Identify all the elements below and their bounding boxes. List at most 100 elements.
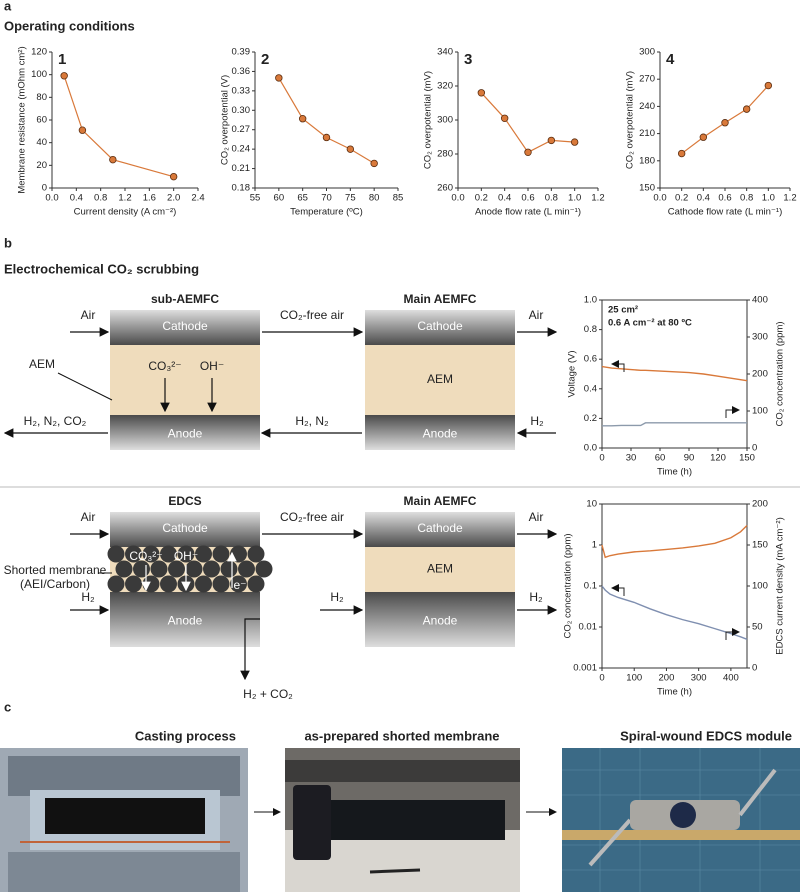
x-tick-label: 0.8: [94, 193, 107, 204]
y2-tick-label: 0: [752, 443, 757, 454]
membrane-label: AEM: [29, 357, 55, 371]
cell-title: EDCS: [168, 494, 201, 508]
carbon-particle: [185, 560, 203, 578]
membrane: [365, 547, 515, 592]
x-tick-label: 1.0: [762, 193, 775, 204]
data-point: [500, 114, 509, 122]
anode-label: Anode: [423, 427, 458, 441]
membrane-label: (AEI/Carbon): [20, 577, 90, 591]
x-axis-label: Anode flow rate (L min⁻¹): [475, 207, 581, 218]
anode-label: Anode: [168, 427, 203, 441]
y-tick-label: 300: [437, 115, 453, 126]
panel-letter: c: [4, 699, 11, 714]
ion-label: CO₃²⁻: [148, 359, 181, 373]
flow-label: H₂ + CO₂: [243, 687, 293, 701]
carbon-particle: [203, 560, 220, 578]
flow-label: Air: [81, 510, 96, 524]
data-point: [78, 126, 87, 134]
carbon-particle: [125, 575, 142, 593]
carbon-particle: [115, 560, 133, 578]
x-tick-label: 400: [723, 673, 739, 684]
y-tick-label: 0.4: [584, 383, 597, 394]
y-tick-label: 150: [639, 183, 655, 194]
y2-tick-label: 300: [752, 332, 768, 343]
panel-letter: a: [4, 0, 12, 13]
ion-label: e⁻: [233, 578, 246, 592]
x-tick-label: 120: [710, 453, 726, 464]
y-tick-label: 20: [36, 160, 47, 171]
flow-label: H₂: [81, 590, 95, 604]
exhaust-line: [240, 618, 260, 681]
cathode-label: Cathode: [417, 521, 463, 535]
x-axis-label: Time (h): [657, 467, 692, 478]
x-tick-label: 2.4: [191, 193, 204, 204]
x-tick-label: 30: [626, 453, 637, 464]
carbon-particle: [107, 575, 125, 593]
y-tick-label: 300: [639, 47, 655, 58]
y-tick-label: 0.01: [579, 622, 598, 633]
x-tick-label: 75: [345, 193, 356, 204]
x-tick-label: 0.0: [45, 193, 58, 204]
panel-title: Electrochemical CO₂ scrubbing: [4, 261, 199, 276]
leader: [57, 372, 113, 401]
carbon-particle: [212, 545, 230, 563]
y-tick-label: 0.6: [584, 354, 597, 365]
y-tick-label: 0.21: [232, 163, 251, 174]
y-tick-label: 10: [586, 499, 597, 510]
flow-label: H₂, N₂, CO₂: [24, 414, 87, 428]
y-tick-label: 60: [36, 115, 47, 126]
x-tick-label: 300: [691, 673, 707, 684]
ion-label: OH⁻: [174, 549, 198, 563]
flow-label: CO₂-free air: [280, 510, 344, 524]
y-tick-label: 1.0: [584, 295, 597, 306]
anode: [365, 415, 515, 450]
x-tick-label: 1.0: [568, 193, 581, 204]
x-tick-label: 0: [599, 453, 604, 464]
x-tick-label: 0: [599, 673, 604, 684]
y-tick-label: 0.8: [584, 324, 597, 335]
data-point: [346, 145, 355, 153]
data-point: [169, 172, 178, 181]
y-tick-label: 0.39: [232, 47, 251, 58]
y2-tick-label: 150: [752, 540, 768, 551]
y-axis-label: Voltage (V): [567, 351, 578, 398]
anode-label: Anode: [168, 614, 203, 628]
y2-tick-label: 50: [752, 622, 763, 633]
cell-title: Main AEMFC: [404, 292, 477, 306]
photo-casting: [0, 748, 248, 892]
carbon-particle: [177, 545, 195, 563]
cathode: [365, 310, 515, 345]
x-tick-label: 1.6: [143, 193, 156, 204]
carbon-particle: [220, 560, 238, 578]
carbon-particle: [107, 545, 125, 563]
y-tick-label: 0.2: [584, 413, 597, 424]
y2-tick-label: 100: [752, 581, 768, 592]
membrane-label: Shorted membrane: [4, 563, 107, 577]
data-point: [298, 115, 307, 123]
x-tick-label: 100: [626, 673, 642, 684]
axis-indicator: [611, 584, 625, 596]
cathode: [110, 310, 260, 345]
carbon-particle: [212, 575, 230, 593]
x-tick-label: 0.4: [498, 193, 511, 204]
carbon-particle: [238, 560, 255, 578]
y-axis-label: CO₂ overpotential (V): [220, 75, 231, 165]
flow-label: Air: [529, 308, 544, 322]
y-tick-label: 210: [639, 128, 655, 139]
y-tick-label: 0.36: [232, 66, 251, 77]
x-tick-label: 0.0: [451, 193, 464, 204]
x-tick-label: 70: [321, 193, 332, 204]
annotation: 25 cm²: [608, 305, 638, 316]
x-tick-label: 150: [739, 453, 755, 464]
carbon-particle: [142, 575, 160, 593]
carbon-particle: [247, 545, 265, 563]
y-tick-label: 100: [31, 69, 47, 80]
cathode: [365, 512, 515, 547]
data-point: [322, 133, 331, 142]
x-axis-label: Cathode flow rate (L min⁻¹): [668, 207, 782, 218]
membrane-label: AEM: [427, 562, 453, 576]
y-axis-label: CO₂ overpotential (mV): [625, 71, 636, 169]
data-point: [742, 105, 751, 113]
y-tick-label: 340: [437, 47, 453, 58]
